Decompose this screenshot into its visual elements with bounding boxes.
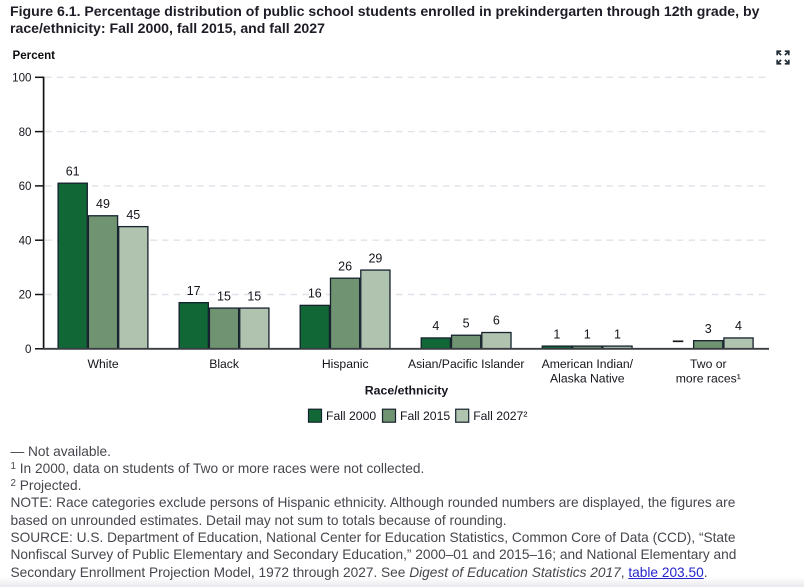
svg-text:Fall 2015: Fall 2015 bbox=[400, 409, 450, 423]
svg-text:Hispanic: Hispanic bbox=[322, 357, 369, 371]
svg-text:15: 15 bbox=[247, 289, 261, 303]
svg-text:Two or: Two or bbox=[690, 357, 727, 371]
svg-text:3: 3 bbox=[705, 322, 712, 336]
svg-text:26: 26 bbox=[338, 259, 352, 273]
svg-text:Alaska Native: Alaska Native bbox=[550, 371, 625, 385]
svg-text:Race/ethnicity: Race/ethnicity bbox=[365, 384, 449, 398]
svg-text:5: 5 bbox=[463, 316, 470, 330]
svg-text:29: 29 bbox=[368, 251, 382, 265]
svg-text:1: 1 bbox=[553, 327, 560, 341]
svg-text:White: White bbox=[88, 357, 119, 371]
svg-text:1: 1 bbox=[584, 327, 591, 341]
svg-text:80: 80 bbox=[19, 126, 32, 139]
svg-text:more races¹: more races¹ bbox=[676, 371, 741, 385]
svg-text:49: 49 bbox=[96, 197, 110, 211]
svg-text:20: 20 bbox=[19, 289, 32, 302]
svg-text:40: 40 bbox=[19, 234, 32, 247]
svg-text:Asian/Pacific Islander: Asian/Pacific Islander bbox=[408, 357, 525, 371]
svg-text:1: 1 bbox=[614, 327, 621, 341]
svg-text:Black: Black bbox=[209, 357, 240, 371]
svg-text:0: 0 bbox=[25, 343, 31, 356]
svg-text:American Indian/: American Indian/ bbox=[542, 357, 634, 371]
svg-text:16: 16 bbox=[308, 287, 322, 301]
svg-text:45: 45 bbox=[126, 208, 140, 222]
svg-text:4: 4 bbox=[735, 319, 742, 333]
svg-text:6: 6 bbox=[493, 314, 500, 328]
svg-text:Fall 2027²: Fall 2027² bbox=[473, 409, 527, 423]
svg-text:60: 60 bbox=[19, 180, 32, 193]
svg-text:4: 4 bbox=[432, 319, 439, 333]
svg-text:17: 17 bbox=[187, 284, 201, 298]
svg-text:Fall 2000: Fall 2000 bbox=[326, 409, 376, 423]
svg-text:61: 61 bbox=[66, 164, 80, 178]
svg-text:15: 15 bbox=[217, 289, 231, 303]
svg-text:100: 100 bbox=[12, 72, 31, 85]
